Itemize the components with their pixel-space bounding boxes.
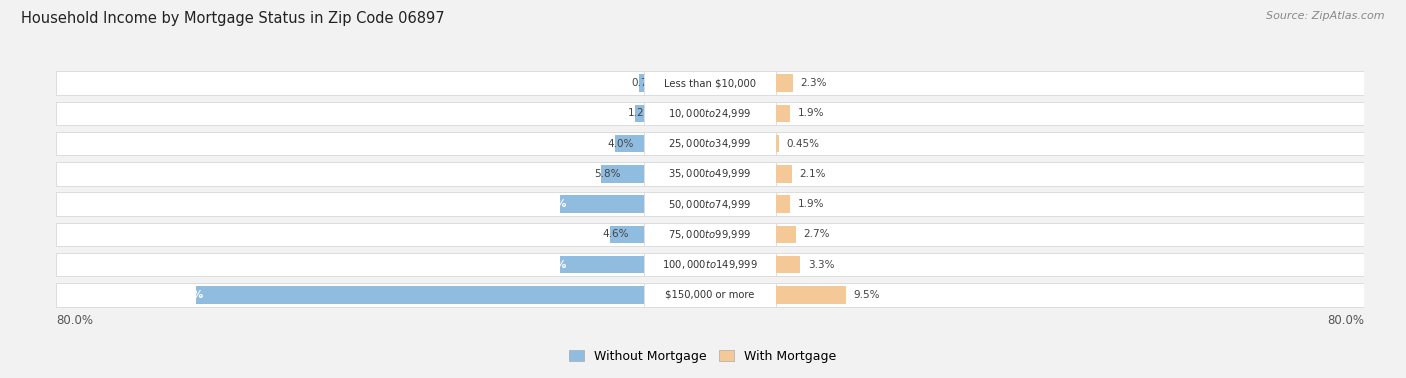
Bar	[776, 256, 800, 273]
Text: 0.73%: 0.73%	[631, 78, 664, 88]
Bar	[636, 105, 644, 122]
Bar	[56, 192, 644, 216]
Text: 1.9%: 1.9%	[797, 199, 824, 209]
Bar	[776, 192, 1364, 216]
Bar	[56, 253, 644, 276]
Text: 2.1%: 2.1%	[799, 169, 825, 179]
Text: $35,000 to $49,999: $35,000 to $49,999	[668, 167, 752, 180]
Bar	[776, 132, 1364, 155]
Bar	[644, 162, 776, 186]
Bar	[560, 256, 644, 273]
Bar	[776, 162, 1364, 186]
Legend: Without Mortgage, With Mortgage: Without Mortgage, With Mortgage	[564, 345, 842, 368]
Text: 80.0%: 80.0%	[56, 314, 93, 327]
Text: $25,000 to $34,999: $25,000 to $34,999	[668, 137, 752, 150]
Bar	[776, 165, 792, 183]
Text: 5.8%: 5.8%	[593, 169, 620, 179]
Bar	[644, 283, 776, 307]
Text: 80.0%: 80.0%	[1327, 314, 1364, 327]
Bar	[776, 253, 1364, 276]
Bar	[776, 74, 793, 92]
Text: 2.3%: 2.3%	[800, 78, 827, 88]
Bar	[614, 135, 644, 152]
Bar	[602, 165, 644, 183]
Bar	[776, 283, 1364, 307]
Text: 4.0%: 4.0%	[607, 139, 634, 149]
Bar	[776, 102, 1364, 125]
Bar	[776, 195, 790, 213]
Text: $10,000 to $24,999: $10,000 to $24,999	[668, 107, 752, 120]
Text: 0.45%: 0.45%	[787, 139, 820, 149]
Bar	[644, 223, 776, 246]
Bar	[638, 74, 644, 92]
Bar	[644, 192, 776, 216]
Bar	[56, 71, 644, 95]
Text: Less than $10,000: Less than $10,000	[664, 78, 756, 88]
Text: 2.7%: 2.7%	[803, 229, 830, 239]
Bar	[644, 71, 776, 95]
Bar	[56, 102, 644, 125]
Text: 9.5%: 9.5%	[853, 290, 880, 300]
Bar	[560, 195, 644, 213]
Bar	[56, 283, 644, 307]
Text: 3.3%: 3.3%	[807, 260, 834, 270]
Bar	[644, 253, 776, 276]
Bar	[776, 135, 779, 152]
Text: 11.4%: 11.4%	[531, 199, 568, 209]
Text: $50,000 to $74,999: $50,000 to $74,999	[668, 198, 752, 211]
Text: $75,000 to $99,999: $75,000 to $99,999	[668, 228, 752, 241]
Bar	[195, 286, 644, 304]
Text: 11.4%: 11.4%	[531, 260, 568, 270]
Bar	[644, 102, 776, 125]
Bar	[776, 226, 796, 243]
Bar	[56, 223, 644, 246]
Text: $150,000 or more: $150,000 or more	[665, 290, 755, 300]
Bar	[56, 162, 644, 186]
Text: 61.0%: 61.0%	[167, 290, 202, 300]
Bar	[644, 132, 776, 155]
Text: 1.9%: 1.9%	[797, 108, 824, 118]
Bar	[56, 132, 644, 155]
Bar	[776, 71, 1364, 95]
Bar	[610, 226, 644, 243]
Text: 1.2%: 1.2%	[627, 108, 654, 118]
Bar	[776, 223, 1364, 246]
Text: $100,000 to $149,999: $100,000 to $149,999	[662, 258, 758, 271]
Text: Household Income by Mortgage Status in Zip Code 06897: Household Income by Mortgage Status in Z…	[21, 11, 444, 26]
Bar	[776, 105, 790, 122]
Text: 4.6%: 4.6%	[603, 229, 630, 239]
Text: Source: ZipAtlas.com: Source: ZipAtlas.com	[1267, 11, 1385, 21]
Bar	[776, 286, 846, 304]
